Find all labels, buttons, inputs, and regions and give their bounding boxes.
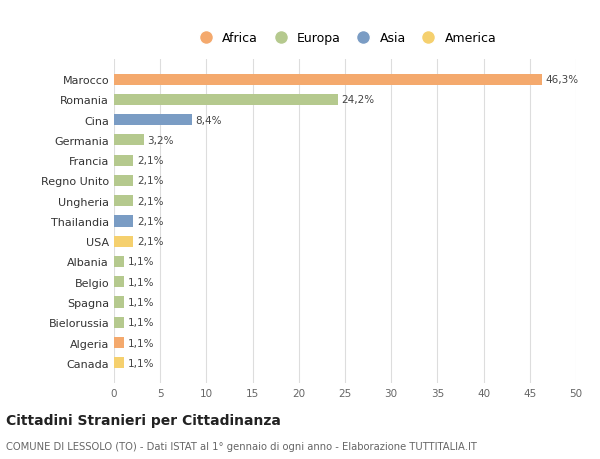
Bar [114, 256, 124, 268]
Text: 1,1%: 1,1% [128, 297, 154, 308]
Bar [114, 337, 124, 348]
Text: 2,1%: 2,1% [137, 237, 164, 246]
Bar [114, 216, 133, 227]
Text: 46,3%: 46,3% [545, 75, 578, 85]
Text: 1,1%: 1,1% [128, 257, 154, 267]
Bar [114, 297, 124, 308]
Text: 2,1%: 2,1% [137, 156, 164, 166]
Bar [114, 155, 133, 166]
Text: 1,1%: 1,1% [128, 358, 154, 368]
Text: COMUNE DI LESSOLO (TO) - Dati ISTAT al 1° gennaio di ogni anno - Elaborazione TU: COMUNE DI LESSOLO (TO) - Dati ISTAT al 1… [6, 441, 477, 451]
Text: 1,1%: 1,1% [128, 318, 154, 328]
Text: 24,2%: 24,2% [341, 95, 374, 105]
Bar [114, 115, 191, 126]
Text: 2,1%: 2,1% [137, 176, 164, 186]
Bar [114, 74, 542, 85]
Bar [114, 277, 124, 288]
Text: 1,1%: 1,1% [128, 338, 154, 348]
Bar [114, 236, 133, 247]
Text: Cittadini Stranieri per Cittadinanza: Cittadini Stranieri per Cittadinanza [6, 414, 281, 428]
Bar [114, 175, 133, 187]
Text: 8,4%: 8,4% [196, 115, 222, 125]
Text: 1,1%: 1,1% [128, 277, 154, 287]
Bar [114, 317, 124, 328]
Legend: Africa, Europa, Asia, America: Africa, Europa, Asia, America [188, 27, 502, 50]
Text: 3,2%: 3,2% [147, 135, 174, 146]
Text: 2,1%: 2,1% [137, 196, 164, 206]
Bar [114, 135, 143, 146]
Bar [114, 358, 124, 369]
Text: 2,1%: 2,1% [137, 217, 164, 226]
Bar [114, 196, 133, 207]
Bar [114, 95, 338, 106]
